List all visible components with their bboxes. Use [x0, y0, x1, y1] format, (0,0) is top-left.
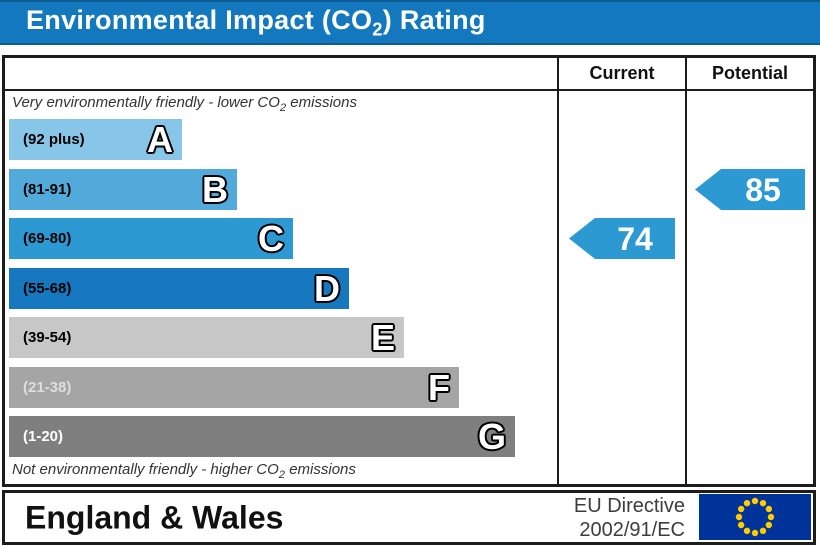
eu-flag-star	[765, 521, 773, 529]
eu-flag-star	[743, 499, 751, 507]
eu-flag-star	[767, 513, 775, 521]
bottom-scale-note: Not environmentally friendly - higher CO…	[12, 461, 356, 481]
eu-directive-line1: EU Directive	[573, 494, 685, 517]
band-row: (81-91) B	[9, 168, 555, 210]
column-divider-current	[557, 58, 559, 484]
band-bar: (69-80) C	[9, 218, 293, 259]
current-rating-value: 74	[617, 221, 653, 257]
band-range-label: (69-80)	[23, 230, 72, 247]
band-row: (69-80) C	[9, 218, 555, 259]
top-scale-note-pre: Very environmentally friendly - lower CO	[12, 94, 280, 111]
band-range-label: (55-68)	[23, 279, 72, 297]
band-letter: B	[202, 168, 228, 210]
top-scale-note-sub: 2	[279, 102, 287, 114]
eu-flag-star	[735, 513, 743, 521]
eu-directive-line2: 2002/91/EC	[579, 518, 685, 541]
page-title-sub: 2	[372, 18, 383, 40]
eu-flag-star	[751, 529, 759, 537]
region-label: England & Wales	[25, 499, 284, 535]
eu-flag-star	[759, 527, 767, 535]
header-divider	[5, 89, 813, 91]
band-bar: (1-20) G	[9, 416, 515, 457]
footer-bar: England & Wales EU Directive 2002/91/EC	[2, 490, 816, 545]
page-title-post: ) Rating	[382, 4, 486, 35]
potential-rating-value: 85	[745, 172, 781, 208]
band-letter: G	[477, 416, 506, 457]
band-range-label: (81-91)	[23, 180, 72, 198]
band-row: (92 plus) A	[9, 119, 555, 160]
potential-rating-arrow: 85	[695, 168, 805, 210]
band-bar: (81-91) B	[9, 168, 237, 210]
column-divider-potential	[685, 58, 687, 484]
eu-flag-star	[765, 505, 773, 513]
page-title-pre: Environmental Impact (CO	[26, 4, 373, 35]
eu-flag-star	[743, 527, 751, 535]
band-bar: (21-38) F	[9, 366, 459, 408]
potential-column-header: Potential	[711, 63, 788, 83]
potential-arrow-shape	[695, 168, 805, 210]
band-row: (21-38) F	[9, 366, 555, 408]
band-letter: F	[428, 366, 450, 408]
rating-table: Current Potential Very environmentally f…	[2, 55, 816, 487]
eu-directive-label: EU Directive 2002/91/EC	[574, 494, 685, 542]
band-row: (55-68) D	[9, 267, 555, 309]
band-range-label: (21-38)	[23, 378, 72, 396]
band-bar: (39-54) E	[9, 317, 404, 358]
band-range-label: (39-54)	[23, 329, 72, 346]
current-arrow-shape	[569, 218, 675, 259]
top-scale-note-post: emissions	[286, 94, 357, 111]
rating-bands: (92 plus) A (81-91) B (69-80) C (55-68) …	[9, 119, 555, 466]
eu-flag-star	[737, 521, 745, 529]
band-bar: (92 plus) A	[9, 119, 182, 160]
eu-flag-star	[751, 497, 759, 505]
band-bar: (55-68) D	[9, 267, 349, 309]
band-row: (39-54) E	[9, 317, 555, 358]
bottom-scale-note-post: emissions	[285, 461, 356, 478]
eu-flag-icon	[699, 494, 811, 540]
band-letter: D	[314, 267, 340, 309]
eu-flag-star	[737, 505, 745, 513]
bottom-scale-note-pre: Not environmentally friendly - higher CO	[12, 461, 279, 478]
band-letter: A	[147, 119, 173, 160]
band-row: (1-20) G	[9, 416, 555, 457]
top-scale-note: Very environmentally friendly - lower CO…	[12, 94, 357, 114]
band-letter: C	[258, 218, 284, 259]
bottom-scale-note-sub: 2	[278, 469, 286, 481]
current-column-header: Current	[589, 63, 655, 83]
band-range-label: (1-20)	[23, 428, 64, 445]
current-rating-arrow: 74	[569, 218, 675, 259]
page-title: Environmental Impact (CO2) Rating	[26, 5, 486, 40]
title-bar: Environmental Impact (CO2) Rating	[0, 0, 820, 45]
band-letter: E	[370, 317, 395, 358]
eu-flag-star	[759, 499, 767, 507]
band-range-label: (92 plus)	[23, 131, 85, 148]
